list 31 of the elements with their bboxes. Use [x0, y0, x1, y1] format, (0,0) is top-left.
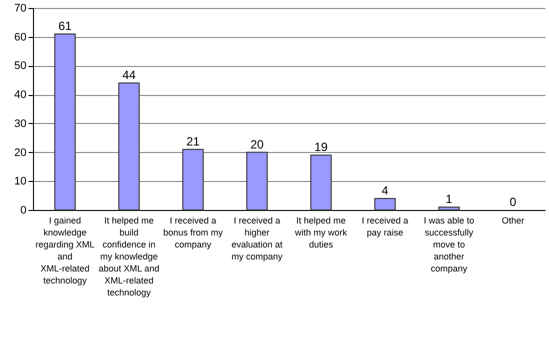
- data-label: 61: [58, 18, 72, 33]
- bar: [118, 82, 140, 210]
- y-tick-label: 60: [14, 31, 26, 44]
- data-label: 0: [510, 195, 517, 209]
- bar: [438, 206, 460, 210]
- y-tick-label: 0: [20, 204, 26, 216]
- x-tick-label: I received a higher evaluation at my company: [231, 216, 284, 262]
- bar: [310, 154, 332, 210]
- x-tick-label: I received a bonus from my company: [163, 216, 224, 250]
- bar: [182, 148, 204, 210]
- data-label: 20: [250, 137, 264, 152]
- y-tick-label: 20: [14, 146, 26, 159]
- x-tick-label: It helped me with my work duties: [294, 216, 348, 250]
- y-tick-label: 10: [14, 176, 26, 188]
- x-tick-label: I was able to successfully move to another company: [424, 216, 474, 274]
- data-label: 4: [382, 183, 389, 198]
- y-tick-label: 50: [14, 60, 26, 72]
- y-tick-label: 70: [14, 2, 26, 14]
- bar: [374, 198, 396, 210]
- x-tick-label: It helped me build confidence in my knowledge about XML and XML-related technology: [98, 216, 160, 298]
- data-label: 1: [446, 192, 453, 206]
- x-tick-label: Other: [502, 216, 524, 226]
- y-tick-label: 30: [14, 118, 26, 130]
- data-label: 44: [122, 68, 136, 82]
- bar: [246, 152, 268, 210]
- x-tick-label: I gained knowledge regarding XML and XML-related technology: [35, 216, 95, 286]
- data-label: 21: [186, 134, 200, 148]
- x-tick-label: I received a pay raise: [362, 216, 408, 238]
- bar: [54, 33, 76, 210]
- data-label: 19: [314, 140, 328, 154]
- y-tick-label: 40: [14, 89, 26, 102]
